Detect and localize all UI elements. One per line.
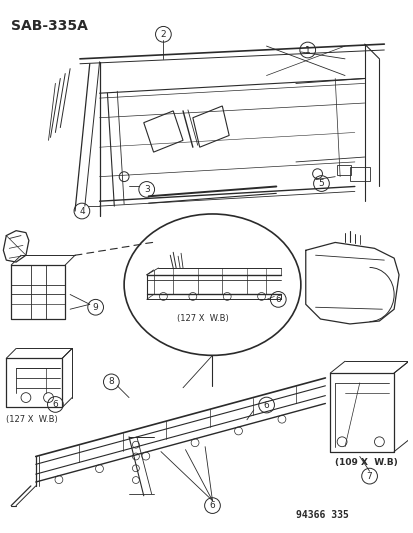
Text: (109 X  W.B): (109 X W.B) [335,458,397,467]
Text: 1: 1 [304,45,310,54]
Text: 6: 6 [52,400,58,409]
Bar [349,167,369,181]
Text: 6: 6 [263,400,269,409]
Text: 2: 2 [160,30,166,39]
Text: 94366 335: 94366 335 [295,510,348,520]
Text: 8: 8 [108,377,114,386]
Text: 3: 3 [143,185,149,194]
Text: 6: 6 [275,295,280,304]
Text: 6: 6 [209,501,215,510]
Text: (127 X  W.B): (127 X W.B) [176,314,228,323]
Bar [336,165,350,175]
Text: 5: 5 [318,179,323,188]
Text: 9: 9 [93,303,98,312]
Text: 4: 4 [79,206,85,215]
Text: SAB-335A: SAB-335A [11,19,88,33]
Text: (127 X  W.B): (127 X W.B) [6,415,58,424]
Text: 7: 7 [366,472,372,481]
